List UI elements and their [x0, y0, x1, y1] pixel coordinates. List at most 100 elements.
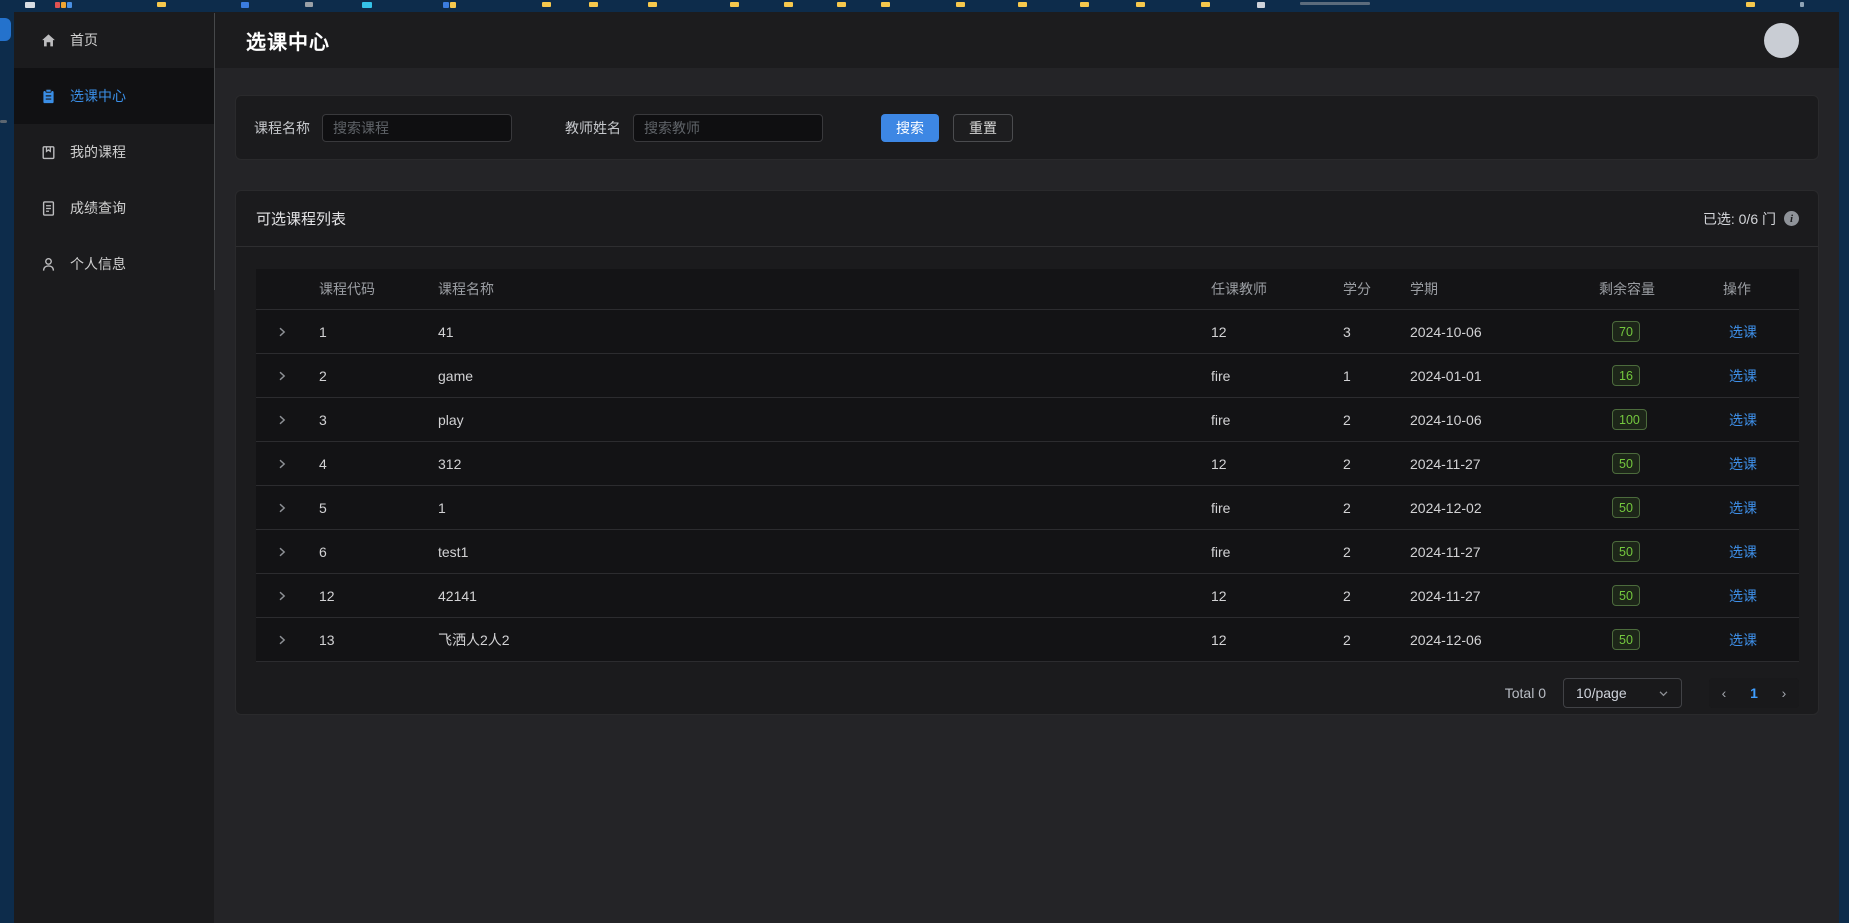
select-course-link[interactable]: 选课 — [1729, 631, 1757, 648]
bookmark-icon-fragment — [241, 2, 249, 8]
teacher-search-input[interactable] — [633, 113, 823, 142]
expand-chevron-icon[interactable] — [276, 634, 288, 646]
sidebar-item-label: 选课中心 — [70, 88, 126, 104]
expand-row-button[interactable] — [256, 414, 319, 426]
expand-row-button[interactable] — [256, 546, 319, 558]
column-header: 剩余容量 — [1599, 281, 1655, 297]
cell-teacher: fire — [1211, 367, 1231, 384]
capacity-badge: 50 — [1612, 629, 1640, 650]
sidebar-item-2[interactable]: 选课中心 — [14, 68, 214, 124]
bookmark-icon-fragment — [450, 2, 456, 8]
page-title: 选课中心 — [246, 31, 330, 54]
column-header: 操作 — [1723, 281, 1751, 297]
bookmark-icon-fragment — [1080, 2, 1089, 7]
book-icon — [40, 144, 57, 161]
bookmark-icon-fragment — [837, 2, 846, 7]
course-search-input[interactable] — [322, 113, 512, 142]
bookmark-icon-fragment — [542, 2, 551, 7]
select-course-link[interactable]: 选课 — [1729, 499, 1757, 516]
select-course-link[interactable]: 选课 — [1729, 367, 1757, 384]
expand-row-button[interactable] — [256, 458, 319, 470]
cell-course-code: 4 — [319, 455, 327, 472]
cell-action: 选课 — [1723, 586, 1799, 606]
table-row: 12 42141 12 2 2024-11-27 50 选课 — [256, 574, 1799, 618]
page-size-select[interactable]: 10/page — [1563, 678, 1682, 708]
expand-row-button[interactable] — [256, 370, 319, 382]
info-icon[interactable]: i — [1784, 211, 1799, 226]
expand-chevron-icon[interactable] — [276, 370, 288, 382]
cell-semester: 2024-11-27 — [1410, 455, 1481, 472]
cell-credits: 2 — [1343, 411, 1351, 428]
expand-row-button[interactable] — [256, 634, 319, 646]
page-size-value: 10/page — [1576, 685, 1627, 701]
expand-chevron-icon[interactable] — [276, 546, 288, 558]
expand-row-button[interactable] — [256, 326, 319, 338]
column-header: 课程代码 — [319, 281, 375, 297]
select-course-link[interactable]: 选课 — [1729, 455, 1757, 472]
expand-row-button[interactable] — [256, 502, 319, 514]
sidebar-item-4[interactable]: 成绩查询 — [14, 180, 214, 236]
search-button[interactable]: 搜索 — [881, 113, 939, 142]
sidebar-item-5[interactable]: 个人信息 — [14, 236, 214, 292]
table-row: 1 41 12 3 2024-10-06 70 选课 — [256, 310, 1799, 354]
cell-teacher: fire — [1211, 499, 1231, 516]
cell-course-name: test1 — [438, 543, 469, 560]
cell-action: 选课 — [1723, 498, 1799, 518]
sidebar: 首页选课中心我的课程 成绩查询 个人信息 — [14, 12, 214, 923]
cell-course-code: 2 — [319, 367, 327, 384]
sidebar-scrollbar[interactable] — [214, 13, 215, 290]
select-course-link[interactable]: 选课 — [1729, 323, 1757, 340]
bookmark-icon-fragment — [25, 2, 35, 8]
table-row: 4 312 12 2 2024-11-27 50 选课 — [256, 442, 1799, 486]
capacity-badge: 50 — [1612, 585, 1640, 606]
cell-course-code: 5 — [319, 499, 327, 516]
bookmark-icon-fragment — [648, 2, 657, 7]
sidebar-item-1[interactable]: 首页 — [14, 12, 214, 68]
bookmark-icon-fragment — [1800, 2, 1804, 7]
expand-chevron-icon[interactable] — [276, 590, 288, 602]
cell-credits: 3 — [1343, 323, 1351, 340]
expand-chevron-icon[interactable] — [276, 326, 288, 338]
cell-credits: 2 — [1343, 631, 1351, 648]
table-row: 3 play fire 2 2024-10-06 100 选课 — [256, 398, 1799, 442]
cell-semester: 2024-12-06 — [1410, 631, 1482, 648]
expand-chevron-icon[interactable] — [276, 458, 288, 470]
bookmark-icon-fragment — [1018, 2, 1027, 7]
expand-chevron-icon[interactable] — [276, 502, 288, 514]
cell-capacity: 50 — [1599, 541, 1723, 562]
expand-row-button[interactable] — [256, 590, 319, 602]
capacity-badge: 70 — [1612, 321, 1640, 342]
cell-course-name: 41 — [438, 323, 454, 340]
bookmark-icon-fragment — [956, 2, 965, 7]
chevron-down-icon — [1659, 690, 1668, 696]
bookmark-icon-fragment — [784, 2, 793, 7]
bookmark-icon-fragment — [1300, 2, 1370, 5]
sidebar-item-3[interactable]: 我的课程 — [14, 124, 214, 180]
bookmark-icon-fragment — [362, 2, 372, 8]
main-area: 选课中心 课程名称 教师姓名 搜索 重置 可选课程列表 已选: 0/6 门 i … — [214, 12, 1839, 923]
select-course-link[interactable]: 选课 — [1729, 411, 1757, 428]
prev-page-button[interactable]: ‹ — [1709, 678, 1739, 708]
cell-capacity: 70 — [1599, 321, 1723, 342]
expand-chevron-icon[interactable] — [276, 414, 288, 426]
search-panel: 课程名称 教师姓名 搜索 重置 — [235, 95, 1819, 160]
next-page-button[interactable]: › — [1769, 678, 1799, 708]
cell-teacher: 12 — [1211, 455, 1227, 472]
cell-teacher: fire — [1211, 543, 1231, 560]
page-number-button[interactable]: 1 — [1739, 678, 1769, 708]
bookmark-icon-fragment — [730, 2, 739, 7]
avatar[interactable] — [1764, 22, 1799, 58]
table-row: 5 1 fire 2 2024-12-02 50 选课 — [256, 486, 1799, 530]
capacity-badge: 100 — [1612, 409, 1647, 430]
reset-button[interactable]: 重置 — [953, 113, 1013, 142]
cell-action: 选课 — [1723, 630, 1799, 650]
cell-action: 选课 — [1723, 542, 1799, 562]
cell-credits: 1 — [1343, 367, 1351, 384]
browser-active-tab-pill — [0, 18, 11, 41]
select-course-link[interactable]: 选课 — [1729, 587, 1757, 604]
cell-course-name: 1 — [438, 499, 446, 516]
cell-capacity: 16 — [1599, 365, 1723, 386]
cell-teacher: 12 — [1211, 631, 1227, 648]
select-course-link[interactable]: 选课 — [1729, 543, 1757, 560]
